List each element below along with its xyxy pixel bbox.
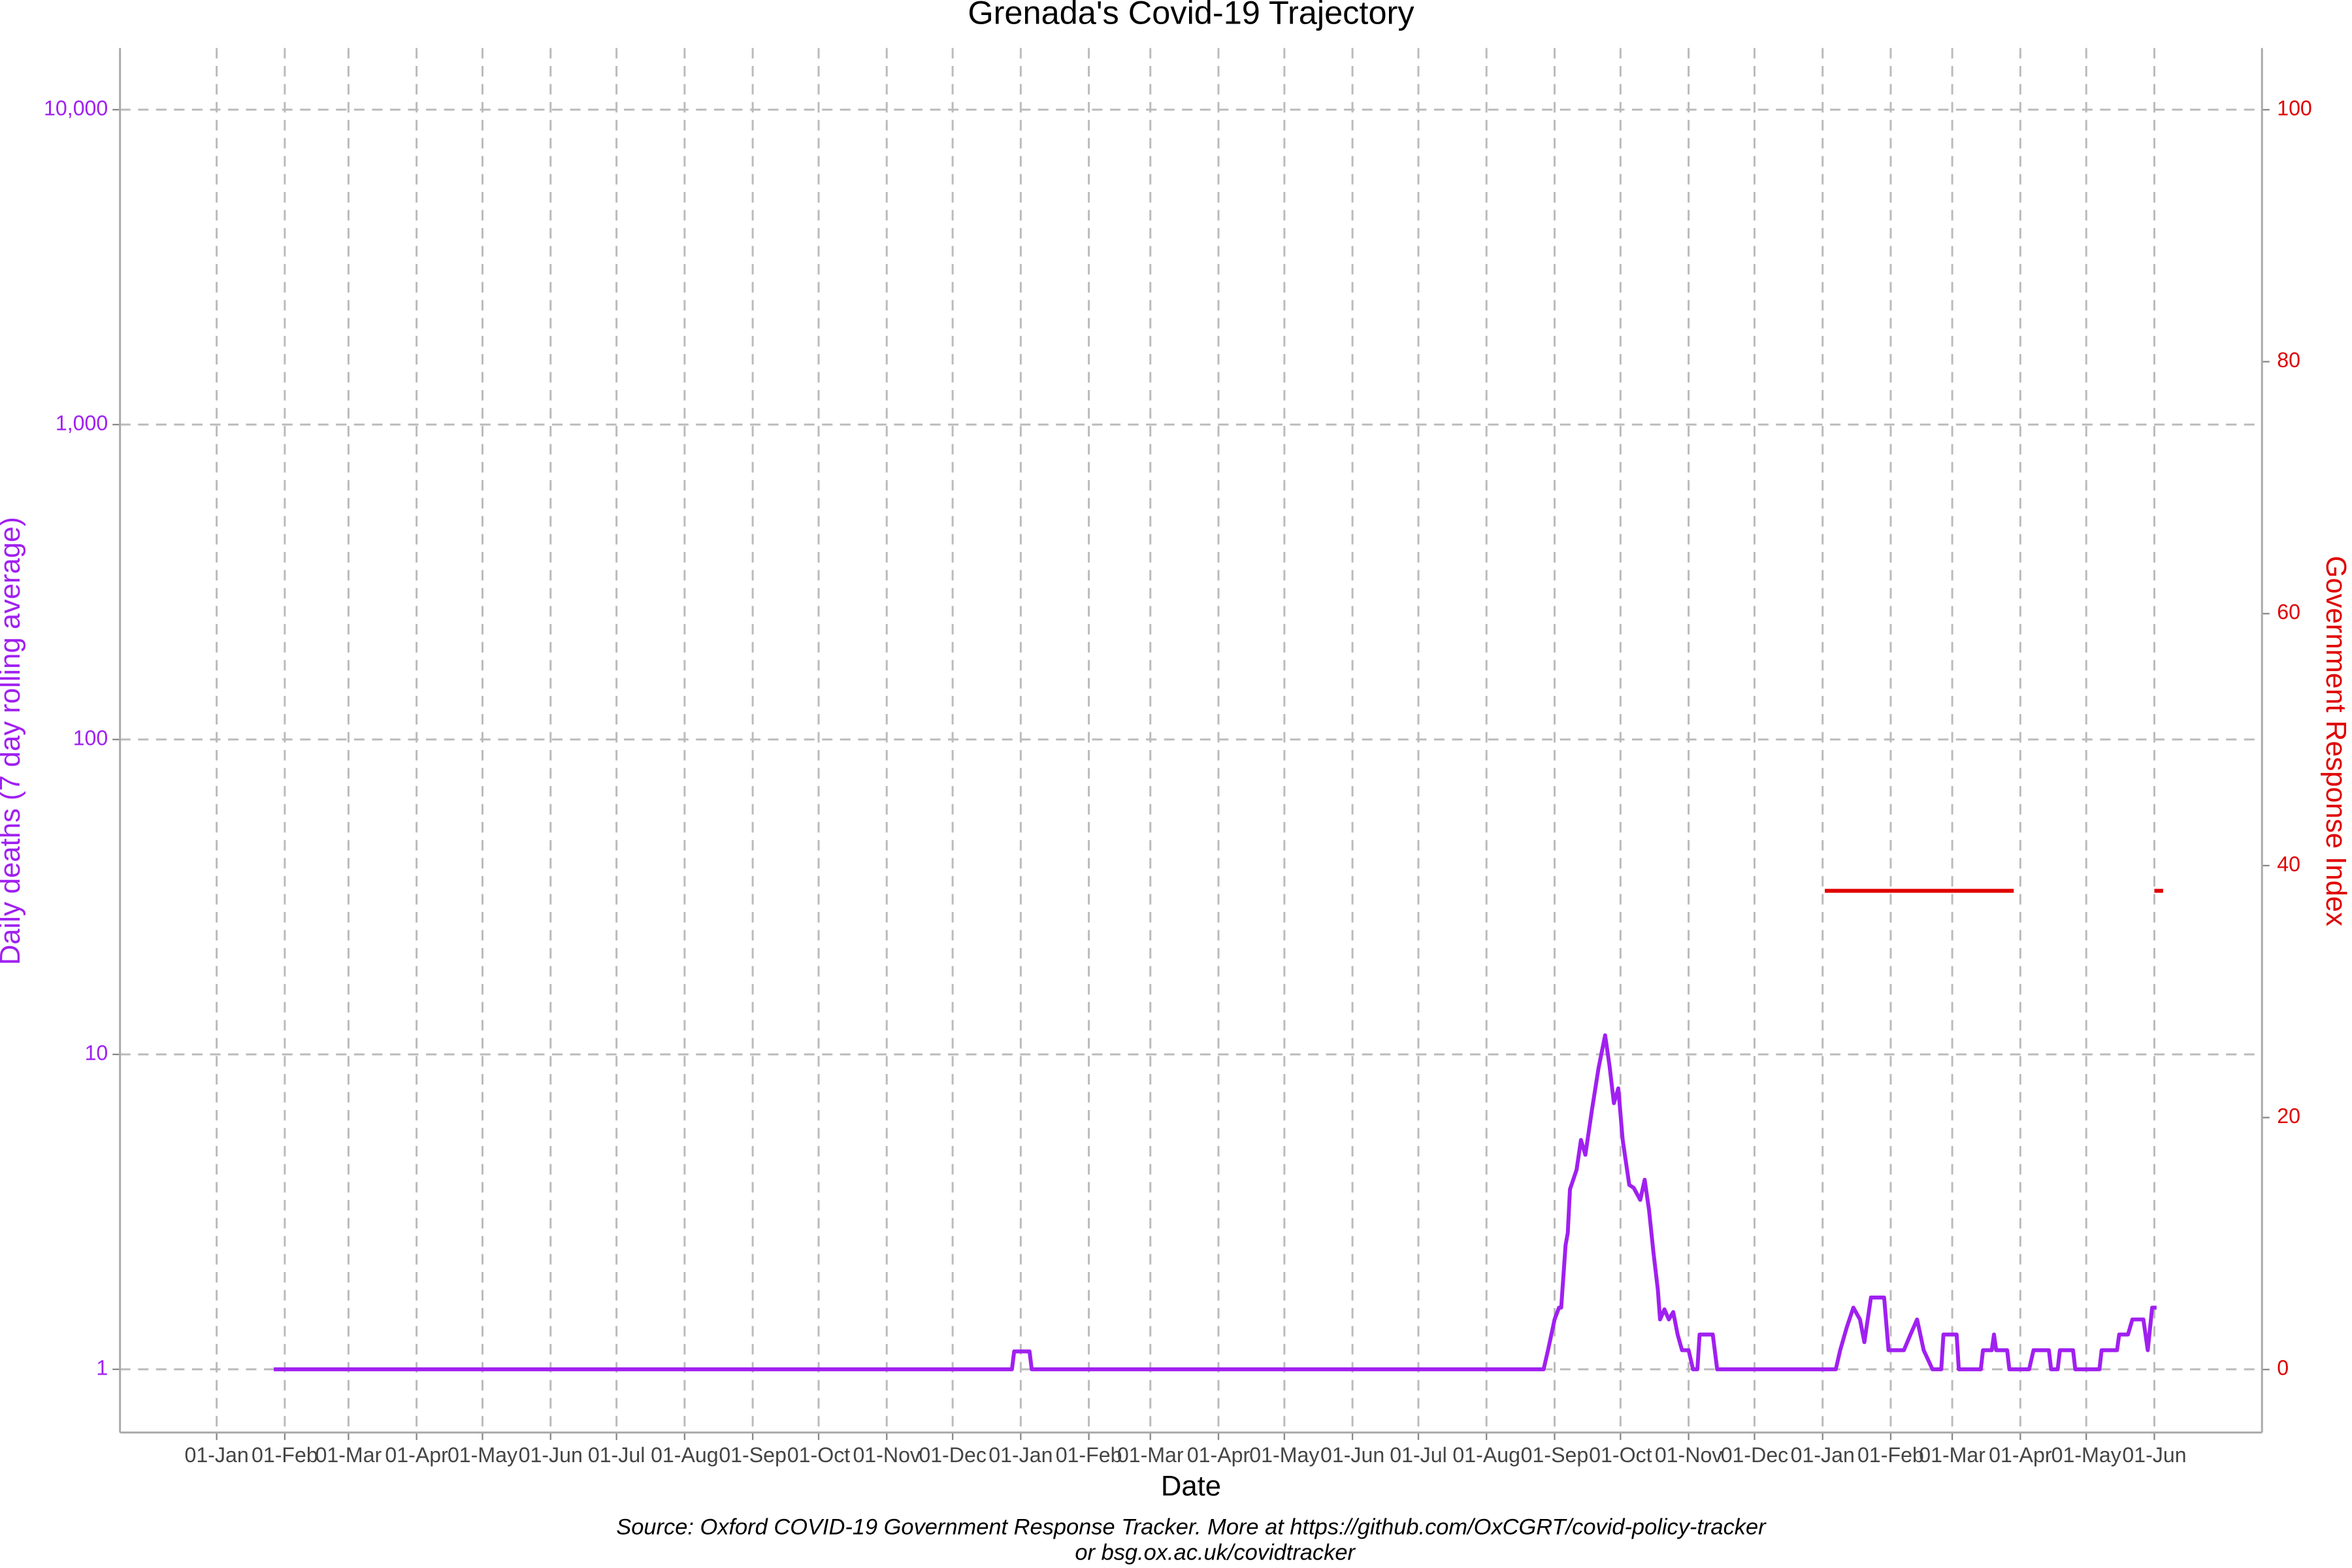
x-tick-label: 01-Aug xyxy=(1452,1443,1520,1467)
x-tick-label: 01-Nov xyxy=(853,1443,921,1467)
x-tick-label: 01-Jan xyxy=(988,1443,1053,1467)
caption: or bsg.ox.ac.uk/covidtracker xyxy=(1075,1541,1356,1565)
y-axis-title: Daily deaths (7 day rolling average) xyxy=(0,517,26,965)
x-tick-label: 01-Jun xyxy=(1320,1443,1384,1467)
x-tick-label: 01-Jun xyxy=(2122,1443,2186,1467)
y2-tick-label: 40 xyxy=(2277,852,2300,875)
x-tick-label: 01-Feb xyxy=(1056,1443,1122,1467)
x-tick-label: 01-Jul xyxy=(1390,1443,1447,1467)
y2-tick-label: 100 xyxy=(2277,96,2312,120)
x-tick-label: 01-Jul xyxy=(588,1443,645,1467)
x-tick-label: 01-Oct xyxy=(1589,1443,1652,1467)
x-tick-label: 01-Jan xyxy=(185,1443,249,1467)
x-tick-label: 01-Aug xyxy=(651,1443,719,1467)
x-tick-label: 01-Nov xyxy=(1655,1443,1723,1467)
y2-tick-label: 60 xyxy=(2277,600,2300,624)
y-tick-label: 10,000 xyxy=(44,96,108,120)
x-tick-label: 01-Mar xyxy=(1117,1443,1184,1467)
deaths-line xyxy=(274,1033,2157,1371)
x-tick-label: 01-Feb xyxy=(252,1443,318,1467)
x-tick-label: 01-Apr xyxy=(385,1443,448,1467)
y-tick-label: 1 xyxy=(96,1356,108,1379)
y2-tick-label: 80 xyxy=(2277,348,2300,372)
x-tick-label: 01-Apr xyxy=(1989,1443,2052,1467)
y-tick-label: 10 xyxy=(85,1041,108,1064)
y-tick-label: 100 xyxy=(73,726,108,749)
x-tick-label: 01-May xyxy=(1249,1443,1319,1467)
y2-tick-label: 0 xyxy=(2277,1356,2289,1380)
y2-tick-label: 20 xyxy=(2277,1104,2300,1128)
x-tick-label: 01-Sep xyxy=(719,1443,787,1467)
x-tick-label: 01-Dec xyxy=(1721,1443,1789,1467)
x-tick-label: 01-Apr xyxy=(1187,1443,1250,1467)
x-tick-label: 01-Sep xyxy=(1521,1443,1589,1467)
y2-axis-title: Government Response Index xyxy=(2320,556,2351,926)
x-tick-label: 01-Mar xyxy=(1919,1443,1985,1467)
y-tick-label: 1,000 xyxy=(56,411,108,434)
x-tick-label: 01-Oct xyxy=(787,1443,850,1467)
chart-title: Grenada's Covid-19 Trajectory xyxy=(968,0,1414,31)
x-tick-label: 01-May xyxy=(2051,1443,2121,1467)
x-tick-label: 01-Jun xyxy=(519,1443,583,1467)
x-tick-label: 01-Feb xyxy=(1857,1443,1924,1467)
x-tick-label: 01-May xyxy=(448,1443,517,1467)
x-axis-title: Date xyxy=(1161,1471,1221,1502)
x-tick-label: 01-Mar xyxy=(316,1443,382,1467)
x-tick-label: 01-Jan xyxy=(1791,1443,1855,1467)
caption: Source: Oxford COVID-19 Government Respo… xyxy=(616,1515,1767,1540)
x-tick-label: 01-Dec xyxy=(919,1443,987,1467)
